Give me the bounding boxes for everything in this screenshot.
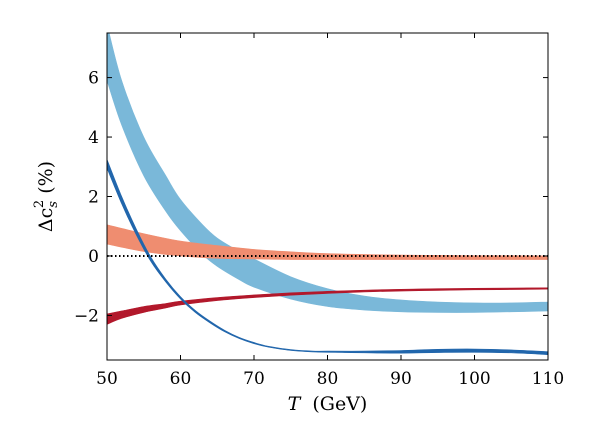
band-series-3 <box>107 287 548 325</box>
y-axis-unit: (%) <box>35 161 57 194</box>
x-tick-label: 90 <box>390 369 412 389</box>
x-tick-label: 50 <box>96 369 118 389</box>
y-tick-label: 6 <box>88 69 99 89</box>
y-axis-label: Δcs2 (%) <box>32 161 61 232</box>
band-series-1 <box>107 33 548 313</box>
plot-frame <box>106 32 549 361</box>
x-tick-label: 100 <box>458 369 490 389</box>
x-tick-label: 110 <box>532 369 564 389</box>
y-axis-superscript: 2 <box>32 200 47 208</box>
plot-area <box>107 33 548 355</box>
band-series-4 <box>107 159 548 355</box>
band-series-2 <box>107 224 548 260</box>
y-axis-subscript: s <box>46 201 61 208</box>
x-tick-label: 60 <box>170 369 192 389</box>
x-tick-label: 80 <box>317 369 339 389</box>
x-axis-variable: T <box>288 393 302 415</box>
x-tick-label: 70 <box>243 369 265 389</box>
x-axis-unit: (GeV) <box>312 393 367 415</box>
axis-ticks: 50 60 70 80 90 100 110 −2 0 2 4 6 <box>74 33 564 389</box>
y-tick-label: 0 <box>88 247 99 267</box>
y-tick-label: −2 <box>74 306 99 326</box>
y-axis-symbol: Δc <box>35 208 57 232</box>
y-tick-label: 4 <box>88 128 99 148</box>
y-tick-label: 2 <box>88 188 99 208</box>
x-axis-label: T (GeV) <box>288 393 368 415</box>
